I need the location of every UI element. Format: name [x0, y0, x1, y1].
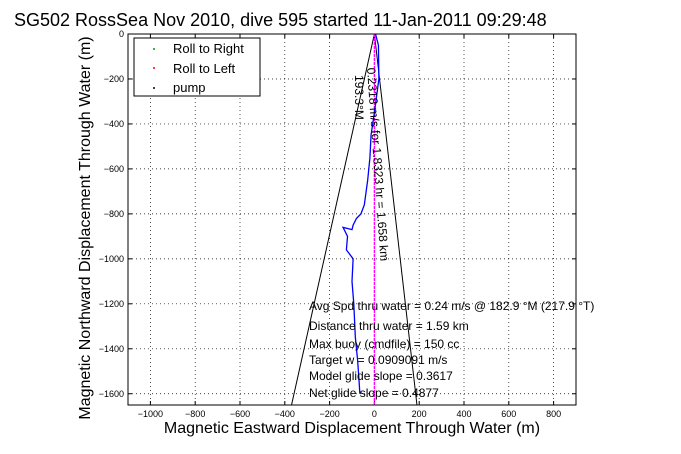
reference-lines — [291, 33, 418, 406]
legend-label-roll-right: Roll to Right — [173, 41, 244, 56]
chart-title: SG502 RossSea Nov 2010, dive 595 started… — [14, 10, 547, 30]
stats-avg-speed: Avg Spd thru water = 0.24 m/s @ 182.9 °M… — [309, 299, 594, 313]
legend-label-pump: pump — [173, 80, 206, 95]
y-tick-label: −600 — [104, 164, 124, 174]
x-axis-label: Magnetic Eastward Displacement Through W… — [164, 420, 540, 437]
legend-label-roll-left: Roll to Left — [173, 61, 236, 76]
stats-model-glide: Model glide slope = 0.3617 — [309, 369, 453, 383]
y-tick-label: −1400 — [99, 344, 124, 354]
reference-line-2 — [373, 33, 418, 406]
stats-distance: Distance thru water = 1.59 km — [309, 319, 469, 333]
rotated-labels: 193.3°M 0.2318 m/s for 1.8323 hr = 1.658… — [352, 67, 391, 261]
x-tick-label: −200 — [319, 409, 339, 419]
stats-max-buoy: Max buoy (cmdfile) = 150 cc — [309, 337, 459, 351]
legend-marker-roll-right — [153, 48, 155, 50]
stats-net-glide: Net glide slope = 0.4877 — [309, 386, 439, 400]
x-tick-label: 600 — [501, 409, 516, 419]
legend: Roll to Right Roll to Left pump — [133, 37, 261, 97]
x-tick-label: −1000 — [138, 409, 163, 419]
stats-block: Avg Spd thru water = 0.24 m/s @ 182.9 °M… — [309, 299, 594, 400]
x-tick-label: 800 — [546, 409, 561, 419]
speed-distance-label: 0.2318 m/s for 1.8323 hr = 1.658 km — [364, 67, 391, 261]
y-tick-label: −1200 — [99, 299, 124, 309]
heading-label: 193.3°M — [352, 75, 366, 120]
x-tick-label: −600 — [230, 409, 250, 419]
x-tick-label: −800 — [185, 409, 205, 419]
y-tick-label: −200 — [104, 74, 124, 84]
x-axis-ticks: −1000 −800 −600 −400 −200 0 200 400 600 800 — [138, 34, 561, 419]
legend-box — [133, 37, 261, 97]
x-tick-label: 200 — [412, 409, 427, 419]
reference-line-1 — [291, 33, 375, 406]
y-axis-ticks: 0 −200 −400 −600 −800 −1000 −1200 −1400 −1600 — [99, 29, 576, 399]
plot-area — [127, 33, 577, 406]
stats-target-w: Target w = 0.0909091 m/s — [309, 353, 447, 367]
y-tick-label: −400 — [104, 119, 124, 129]
x-tick-label: −400 — [275, 409, 295, 419]
series-track — [341, 33, 380, 394]
legend-marker-roll-left — [153, 67, 155, 69]
track-line-1 — [341, 33, 380, 394]
x-tick-label: 0 — [372, 409, 377, 419]
y-axis-label: Magnetic Northward Displacement Through … — [77, 36, 94, 419]
y-tick-label: −800 — [104, 209, 124, 219]
y-tick-label: −1600 — [99, 389, 124, 399]
x-tick-label: 400 — [456, 409, 471, 419]
y-tick-label: −1000 — [99, 254, 124, 264]
y-tick-label: 0 — [119, 29, 124, 39]
legend-marker-pump — [153, 87, 155, 89]
